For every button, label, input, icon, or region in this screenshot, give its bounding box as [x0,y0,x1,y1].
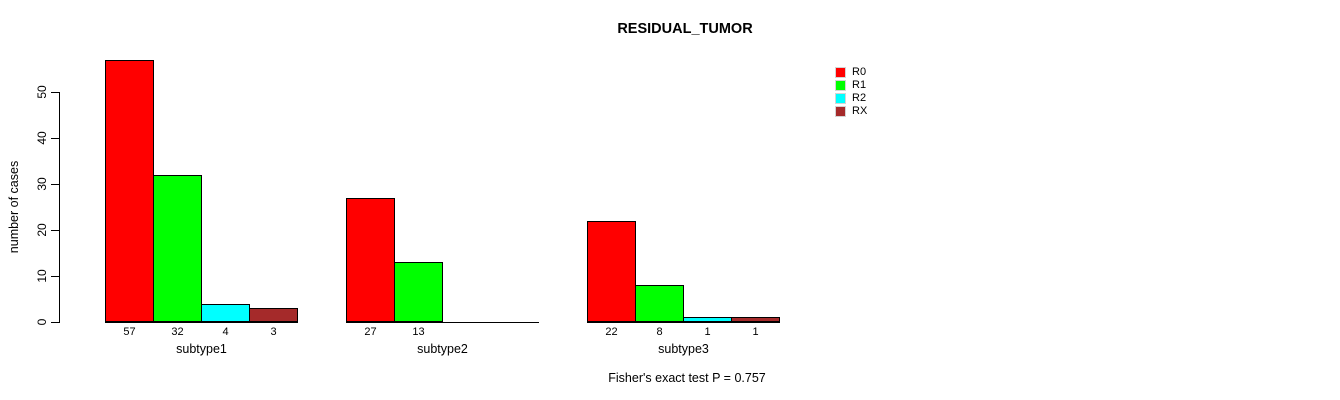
group-baseline [346,322,539,323]
bar-value-label: 13 [412,326,425,338]
bar-value-label: 4 [222,326,229,338]
y-tick-label: 40 [35,131,49,145]
bar-value-label: 27 [364,326,377,338]
legend-label-r2: R2 [852,92,867,104]
y-axis-line [59,92,60,323]
legend-swatch-r1 [835,80,846,91]
y-axis-title: number of cases [7,160,21,254]
bar-r1-subtype2 [394,262,443,322]
fisher-test-annotation: Fisher's exact test P = 0.757 [608,371,766,385]
y-tick [51,138,60,139]
legend-swatch-r2 [835,93,846,104]
chart-title: RESIDUAL_TUMOR [617,21,753,37]
y-tick-label: 0 [35,318,49,326]
y-tick-label: 20 [35,223,49,237]
legend-label-r0: R0 [852,66,867,78]
legend-label-rx: RX [852,105,868,117]
bar-value-label: 22 [605,326,618,338]
group-label-subtype3: subtype3 [658,342,709,356]
legend-label-r1: R1 [852,79,867,91]
bar-value-label: 8 [656,326,663,338]
bar-r1-subtype1 [153,175,202,322]
bar-r2-subtype3 [683,317,732,322]
group-label-subtype1: subtype1 [176,342,227,356]
y-tick-label: 30 [35,177,49,191]
y-tick [51,184,60,185]
bar-value-label: 1 [752,326,759,338]
bar-value-label: 32 [171,326,184,338]
group-baseline [587,322,780,323]
bar-r0-subtype2 [346,198,395,322]
bar-value-label: 1 [704,326,711,338]
bar-r0-subtype1 [105,60,154,322]
bar-rx-subtype1 [249,308,298,322]
legend-swatch-r0 [835,67,846,78]
group-baseline [105,322,298,323]
legend-swatch-rx [835,106,846,117]
y-tick [51,276,60,277]
bar-r2-subtype1 [201,304,250,322]
bar-rx-subtype3 [731,317,780,322]
bar-value-label: 3 [270,326,277,338]
bar-r0-subtype3 [587,221,636,322]
bar-r1-subtype3 [635,285,684,322]
y-tick-label: 50 [35,85,49,99]
y-tick [51,322,60,323]
group-label-subtype2: subtype2 [417,342,468,356]
bar-value-label: 57 [123,326,136,338]
y-tick-label: 10 [35,269,49,283]
y-tick [51,92,60,93]
y-tick [51,230,60,231]
